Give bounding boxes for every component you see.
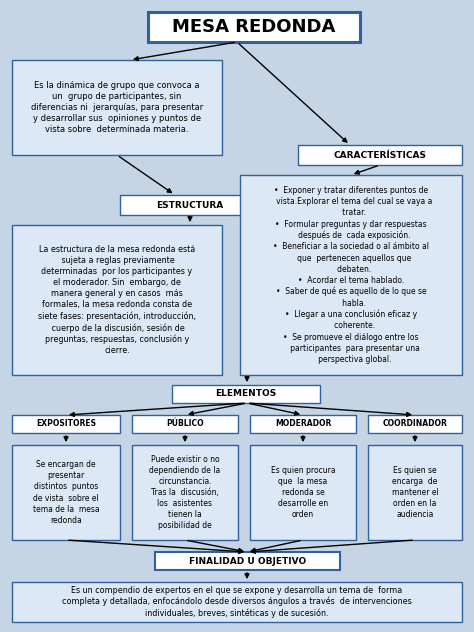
FancyBboxPatch shape	[250, 445, 356, 540]
Text: ESTRUCTURA: ESTRUCTURA	[156, 200, 224, 209]
Text: PÚBLICO: PÚBLICO	[166, 420, 204, 428]
Text: Es un compendio de expertos en el que se expone y desarrolla un tema de  forma
c: Es un compendio de expertos en el que se…	[62, 586, 412, 618]
Text: Es la dinámica de grupo que convoca a
un  grupo de participantes, sin
diferencia: Es la dinámica de grupo que convoca a un…	[31, 81, 203, 134]
FancyBboxPatch shape	[12, 445, 120, 540]
Text: EXPOSITORES: EXPOSITORES	[36, 420, 96, 428]
FancyBboxPatch shape	[132, 415, 238, 433]
FancyBboxPatch shape	[368, 445, 462, 540]
FancyBboxPatch shape	[12, 582, 462, 622]
Text: MODERADOR: MODERADOR	[275, 420, 331, 428]
Text: •  Exponer y tratar diferentes puntos de
   vista.Explorar el tema del cual se v: • Exponer y tratar diferentes puntos de …	[269, 186, 433, 364]
FancyBboxPatch shape	[240, 175, 462, 375]
FancyBboxPatch shape	[120, 195, 260, 215]
Text: Es quien procura
que  la mesa
redonda se
desarrolle en
orden: Es quien procura que la mesa redonda se …	[271, 466, 335, 520]
Text: CARACTERÍSTICAS: CARACTERÍSTICAS	[334, 150, 427, 159]
FancyBboxPatch shape	[12, 225, 222, 375]
FancyBboxPatch shape	[368, 415, 462, 433]
Text: COORDINADOR: COORDINADOR	[383, 420, 447, 428]
Text: La estructura de la mesa redonda está
 sujeta a reglas previamente
determinadas : La estructura de la mesa redonda está su…	[38, 245, 196, 355]
FancyBboxPatch shape	[298, 145, 462, 165]
Text: Puede existir o no
dependiendo de la
circunstancia.
Tras la  discusión,
los  asi: Puede existir o no dependiendo de la cir…	[149, 454, 220, 530]
FancyBboxPatch shape	[155, 552, 340, 570]
FancyBboxPatch shape	[132, 445, 238, 540]
FancyBboxPatch shape	[250, 415, 356, 433]
Text: Es quien se
encarga  de
mantener el
orden en la
audiencia: Es quien se encarga de mantener el orden…	[392, 466, 438, 520]
Text: FINALIDAD U OBJETIVO: FINALIDAD U OBJETIVO	[189, 557, 306, 566]
FancyBboxPatch shape	[172, 385, 320, 403]
FancyBboxPatch shape	[12, 415, 120, 433]
FancyBboxPatch shape	[12, 60, 222, 155]
FancyBboxPatch shape	[148, 12, 360, 42]
Text: Se encargan de
presentar
distintos  puntos
de vista  sobre el
tema de la  mesa
r: Se encargan de presentar distintos punto…	[33, 460, 100, 525]
Text: MESA REDONDA: MESA REDONDA	[173, 18, 336, 36]
Text: ELEMENTOS: ELEMENTOS	[215, 389, 277, 399]
